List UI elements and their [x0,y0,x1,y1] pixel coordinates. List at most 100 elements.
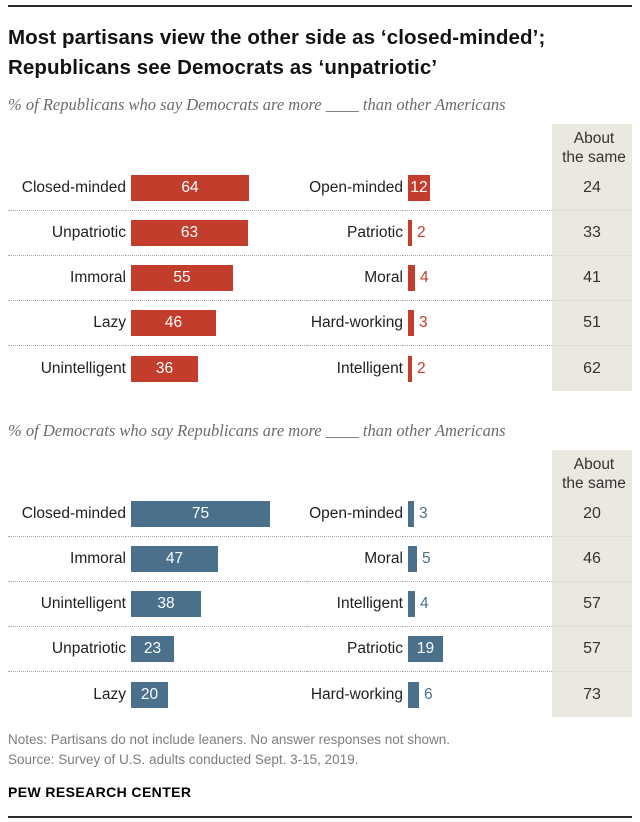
negative-bar-cell: 38 [126,582,307,627]
positive-value-label: 4 [420,595,429,612]
negative-bar: 23 [131,636,174,662]
positive-bar: 12 [408,175,430,201]
negative-bar: 64 [131,175,249,201]
positive-bar-cell: 2 [403,211,552,256]
negative-bar: 63 [131,220,248,246]
chart-republicans: % of Republicans who say Democrats are m… [8,95,632,391]
negative-trait-label: Immoral [8,537,126,582]
negative-trait-label: Closed-minded [8,166,126,211]
positive-bar-cell: 4 [403,256,552,301]
positive-value-label: 12 [410,179,428,196]
positive-value-label: 19 [416,640,435,657]
negative-bar: 55 [131,265,233,291]
trait-row: Lazy 46 Hard-working 3 51 [8,301,632,346]
positive-bar [408,265,415,291]
chart-grid: About the same Closed-minded 64 Open-minded… [8,124,632,391]
positive-value-label: 6 [424,685,433,703]
trait-row: Immoral 47 Moral 5 46 [8,537,632,582]
negative-trait-label: Unintelligent [8,582,126,627]
negative-value-label: 75 [191,505,210,522]
positive-trait-label: Hard-working [307,301,403,346]
about-same-value: 46 [552,537,632,582]
positive-bar: 19 [408,636,443,662]
negative-value-label: 38 [157,595,175,612]
negative-bar: 36 [131,355,198,382]
trait-row: Closed-minded 64 Open-minded 12 24 [8,166,632,211]
positive-bar-cell: 3 [403,492,552,537]
about-same-value: 41 [552,256,632,301]
negative-trait-label: Lazy [8,301,126,346]
positive-value-label: 2 [417,359,426,377]
negative-value-label: 63 [180,224,199,241]
trait-row: Unpatriotic 23 Patriotic 19 57 [8,627,632,672]
positive-value-label: 5 [422,550,431,567]
negative-bar-cell: 47 [126,537,307,582]
chart-subtitle: % of Republicans who say Democrats are m… [8,95,506,114]
negative-trait-label: Unpatriotic [8,211,126,256]
chart-title-line-1: Most partisans view the other side as ‘c… [8,26,546,49]
charts-container: % of Republicans who say Democrats are m… [8,95,632,717]
positive-bar [408,355,412,382]
source-line: Source: Survey of U.S. adults conducted … [8,751,359,767]
negative-bar: 20 [131,681,168,708]
positive-bar [408,220,412,246]
positive-bar [408,501,414,527]
negative-trait-label: Lazy [93,685,126,703]
positive-trait-label: Open-minded [307,492,403,537]
about-same-value: 51 [552,301,632,346]
negative-value-label: 64 [181,179,199,196]
negative-bar-cell: 20 [126,672,307,717]
positive-bar-cell: 3 [403,301,552,346]
negative-value-label: 46 [164,314,183,331]
chart-grid: About the same Closed-minded 75 Open-minded… [8,450,632,717]
negative-value-label: 23 [143,640,162,657]
positive-trait-label: Intelligent [336,359,403,377]
negative-value-label: 36 [155,359,174,377]
negative-trait-label: Unintelligent [40,359,126,377]
top-rule [8,5,632,7]
chart-subtitle: % of Democrats who say Republicans are m… [8,421,506,440]
negative-bar-cell: 63 [126,211,307,256]
positive-trait-label: Patriotic [307,211,403,256]
negative-bar: 75 [131,501,270,527]
header-spacer [8,450,552,493]
about-same-value: 20 [552,492,632,537]
trait-row: Unintelligent 36 Intelligent 2 62 [8,346,632,391]
positive-trait-label: Moral [307,537,403,582]
footnotes: Notes: Partisans do not include leaners.… [8,730,632,769]
positive-bar [408,310,414,336]
about-same-value: 57 [552,627,632,672]
positive-bar-cell: 19 [403,627,552,672]
negative-bar-cell: 23 [126,627,307,672]
positive-trait-label: Hard-working [310,685,403,703]
negative-bar: 47 [131,546,218,572]
chart-title-line-2: Republicans see Democrats as ‘unpatrioti… [8,55,438,79]
negative-value-label: 55 [173,269,191,286]
positive-bar-cell: 6 [403,672,552,717]
trait-row: Closed-minded 75 Open-minded 3 20 [8,492,632,537]
trait-row: Immoral 55 Moral 4 41 [8,256,632,301]
positive-trait-label: Moral [307,256,403,301]
about-same-header: About the same [562,456,626,492]
negative-bar-cell: 36 [126,346,307,391]
negative-value-label: 20 [140,685,159,703]
positive-bar-cell: 5 [403,537,552,582]
positive-bar [408,681,419,708]
trait-row: Unpatriotic 63 Patriotic 2 33 [8,211,632,256]
negative-bar-cell: 46 [126,301,307,346]
positive-trait-label: Patriotic [307,627,403,672]
bottom-rule [8,816,632,818]
chart-title: Most partisans view the other side as ‘c… [8,23,632,82]
trait-row: Unintelligent 38 Intelligent 4 57 [8,582,632,627]
header-spacer [8,124,552,167]
about-same-header: About the same [562,130,626,166]
about-same-header-cell: About the same [552,450,632,493]
positive-trait-label: Intelligent [307,582,403,627]
positive-value-label: 4 [420,269,429,286]
trait-row: Lazy 20 Hard-working 6 73 [8,672,632,717]
negative-value-label: 47 [165,550,184,567]
about-same-value: 62 [552,346,632,391]
about-same-value: 24 [552,166,632,211]
negative-bar-cell: 55 [126,256,307,301]
